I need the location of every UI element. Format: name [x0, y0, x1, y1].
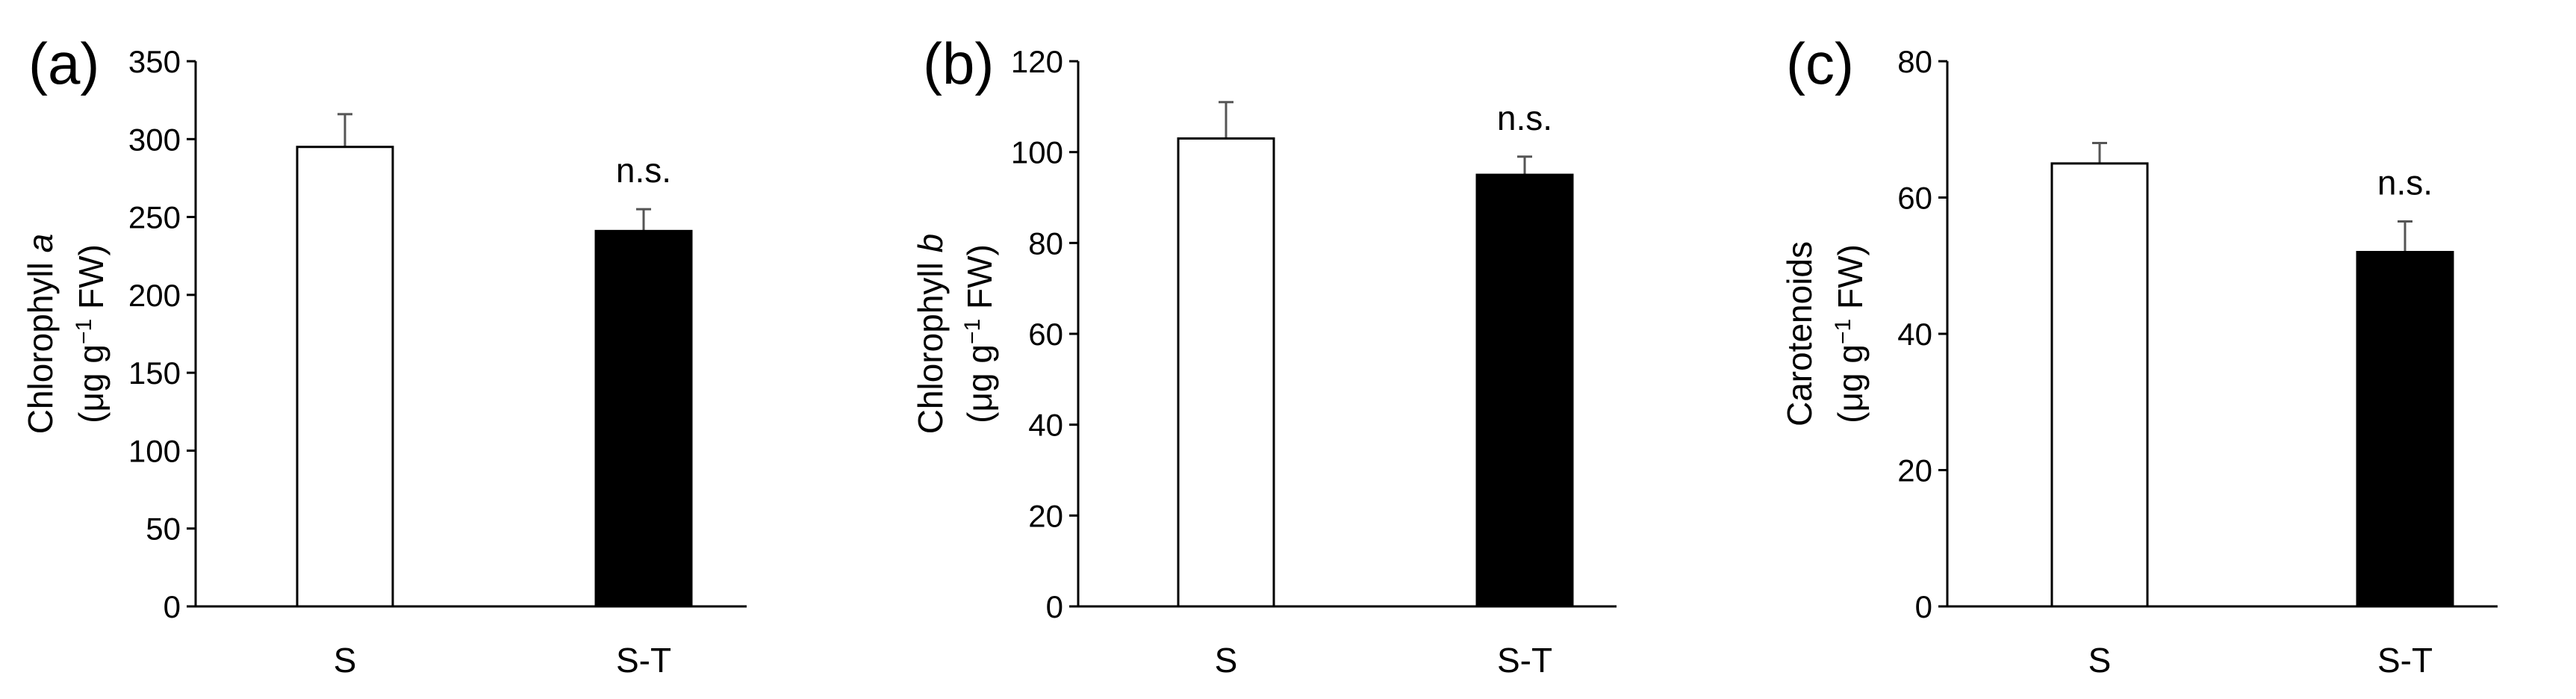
y-axis-unit-post: FW)	[960, 244, 999, 319]
y-axis-label-main: Chlorophyll	[21, 252, 60, 434]
y-tick-label: 100	[128, 433, 181, 468]
y-tick-label: 0	[1046, 589, 1063, 624]
y-tick-label: 60	[1028, 317, 1063, 352]
y-tick-label: 120	[1011, 44, 1063, 79]
y-axis-unit-sup: −1	[72, 319, 96, 344]
y-tick-label: 50	[146, 512, 181, 547]
x-category-label: S	[1215, 641, 1238, 680]
x-category-label: S	[2088, 641, 2112, 680]
y-axis-unit-sup: −1	[1831, 319, 1855, 344]
y-tick-label: 100	[1011, 135, 1063, 170]
y-axis-label: Chlorophyll a	[21, 234, 60, 435]
y-axis-label-main: Carotenoids	[1780, 241, 1819, 426]
y-tick-label: 350	[128, 44, 181, 79]
y-axis-unit-post: FW)	[72, 244, 111, 319]
significance-label: n.s.	[2377, 163, 2433, 202]
significance-label: n.s.	[616, 151, 671, 190]
y-axis-label-italic: a	[21, 234, 60, 253]
y-axis-label-italic: b	[911, 234, 950, 253]
y-axis-label: Chlorophyll b	[911, 234, 950, 435]
y-axis-unit-sup: −1	[960, 319, 985, 344]
y-tick-label: 250	[128, 200, 181, 235]
x-category-label: S-T	[616, 641, 671, 680]
x-category-label: S	[334, 641, 357, 680]
y-axis-unit-pre: (μg g	[1831, 344, 1870, 423]
y-tick-label: 150	[128, 355, 181, 391]
bar	[1475, 173, 1574, 608]
chart-panel: (b) 0 20 40 60 80 100 120 S S-T n.s. Chlorophyll b (…	[911, 31, 1617, 680]
bar	[1177, 137, 1275, 608]
y-axis-unit-post: FW)	[1831, 244, 1870, 319]
y-axis-label-main: Chlorophyll	[911, 252, 950, 434]
y-axis-unit-pre: (μg g	[960, 344, 999, 423]
y-axis-unit-label: (μg g−1 FW)	[960, 244, 1000, 423]
y-tick-label: 300	[128, 122, 181, 157]
y-tick-label: 80	[1897, 44, 1932, 79]
bar	[2050, 162, 2149, 608]
y-tick-label: 40	[1897, 317, 1932, 352]
y-tick-label: 200	[128, 278, 181, 313]
bar	[296, 146, 394, 608]
y-axis-label: Carotenoids	[1780, 241, 1819, 426]
y-axis-unit-pre: (μg g	[72, 344, 111, 423]
significance-label: n.s.	[1497, 99, 1552, 137]
x-category-label: S-T	[2377, 641, 2433, 680]
bar	[594, 229, 693, 608]
y-tick-label: 20	[1897, 453, 1932, 488]
panel-label: (c)	[1786, 31, 1854, 96]
x-category-label: S-T	[1497, 641, 1552, 680]
y-tick-label: 60	[1897, 181, 1932, 216]
y-axis-unit-label: (μg g−1 FW)	[1831, 244, 1870, 423]
y-tick-label: 80	[1028, 226, 1063, 261]
panel-label: (b)	[923, 31, 994, 96]
bar	[2356, 251, 2454, 608]
chart-panel: (a) 0 50 100 150 200 250 300 350 S S-T n.s. Chloroph…	[21, 31, 747, 680]
y-tick-label: 40	[1028, 408, 1063, 443]
y-tick-label: 0	[164, 589, 181, 624]
panel-label: (a)	[28, 31, 99, 96]
y-axis-unit-label: (μg g−1 FW)	[72, 244, 111, 423]
y-tick-label: 20	[1028, 498, 1063, 533]
chart-panel: (c) 0 20 40 60 80 S S-T n.s. Carotenoids (μg g−1 F…	[1780, 31, 2498, 680]
y-tick-label: 0	[1915, 589, 1932, 624]
